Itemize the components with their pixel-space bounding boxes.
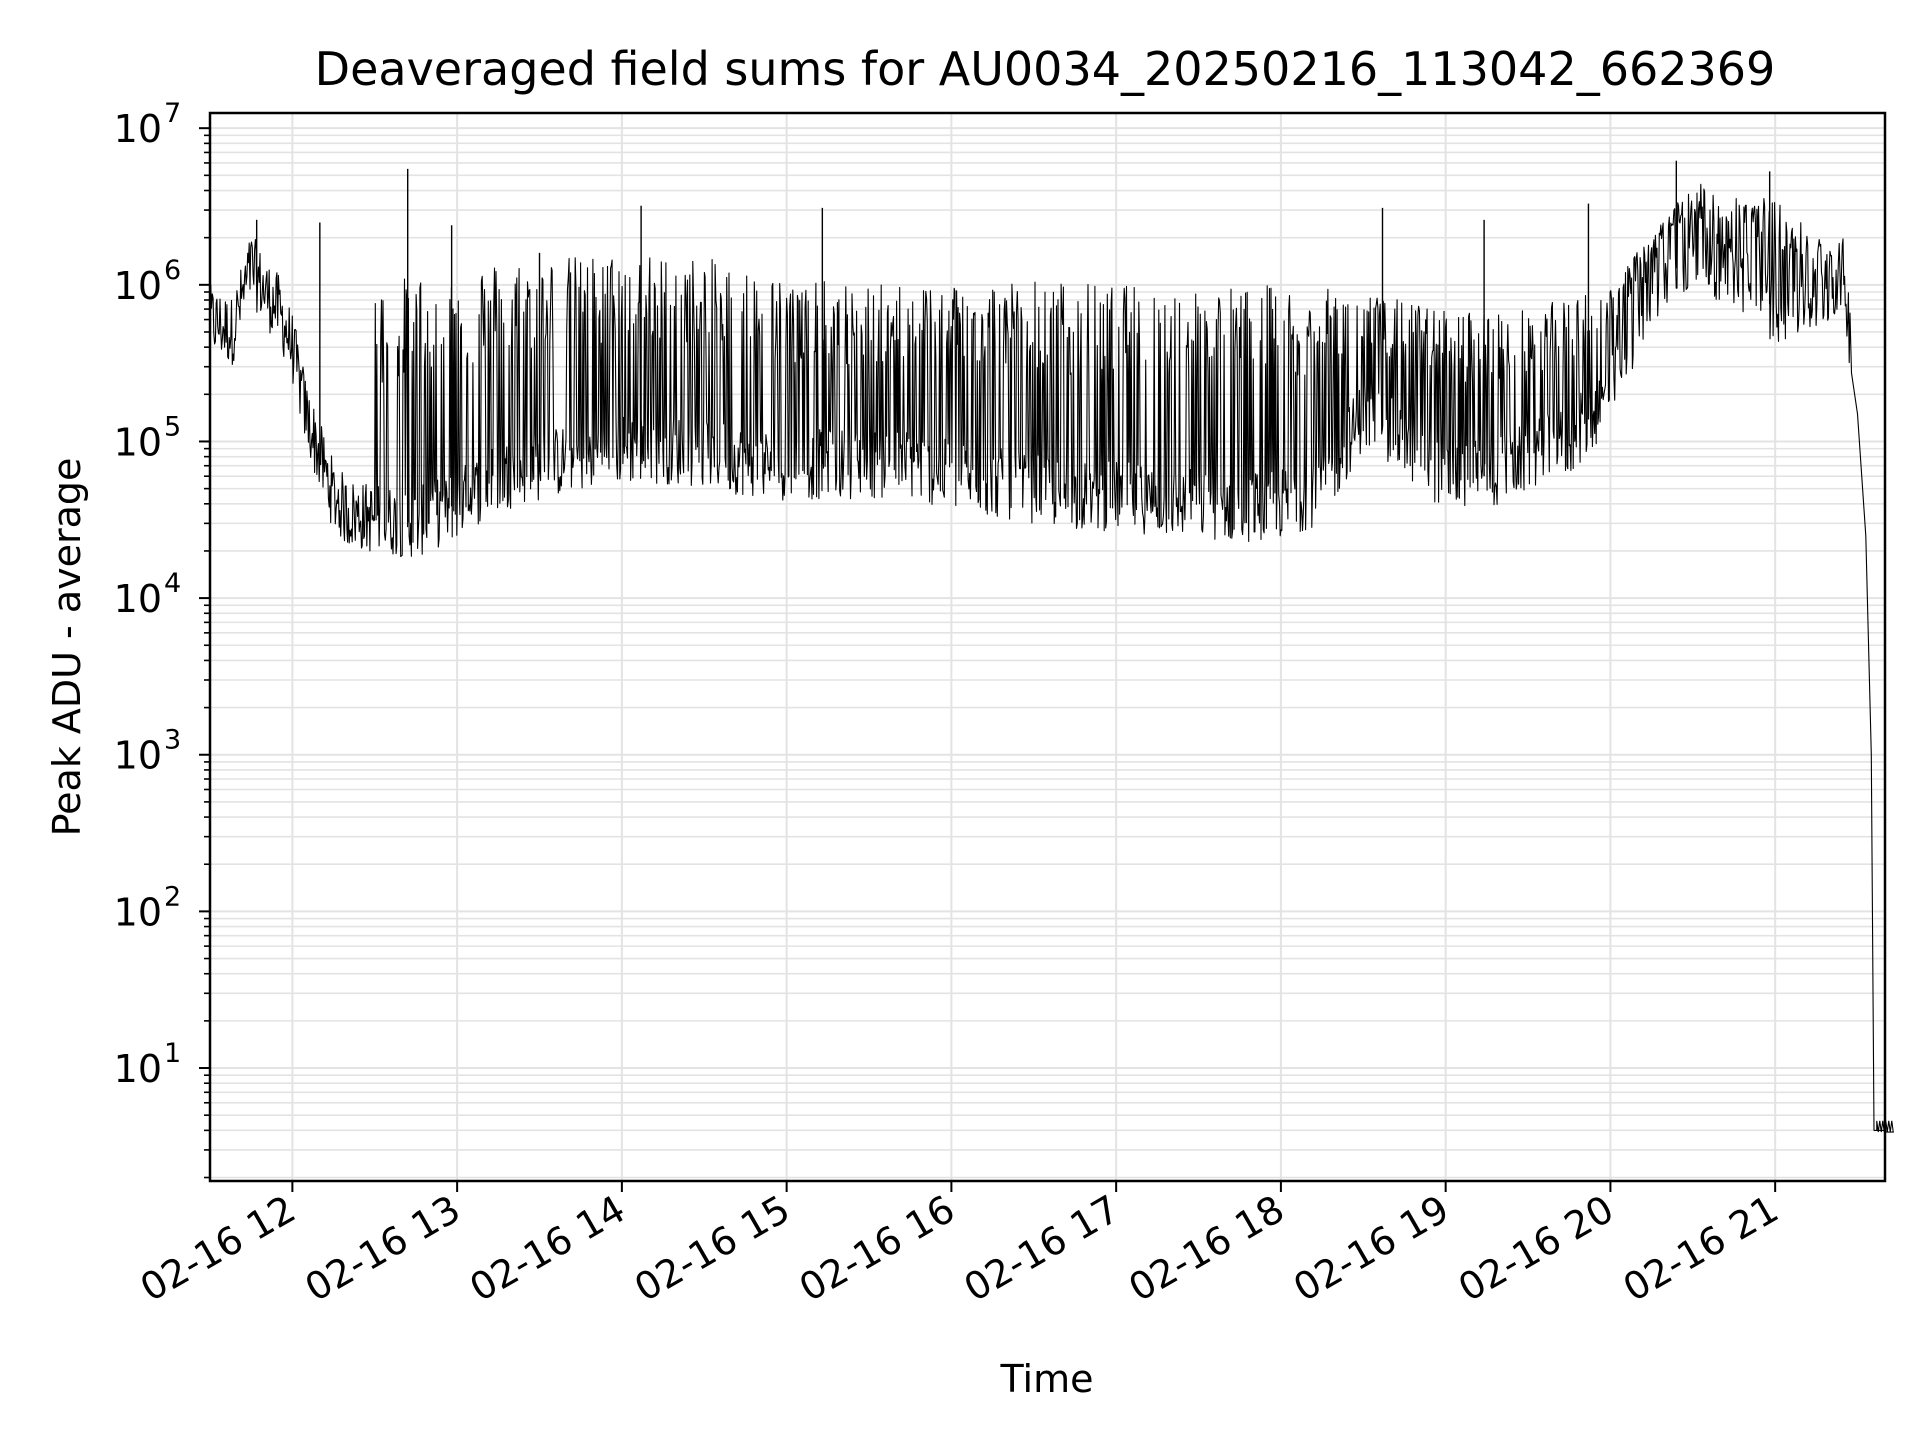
y-axis-label: Peak ADU - average [45, 458, 89, 837]
plot-frame [208, 111, 1887, 1183]
y-tick-label: 10 [114, 1047, 162, 1091]
x-tick-label: 02-16 20 [1451, 1187, 1621, 1311]
y-tick-exponent: 4 [164, 568, 181, 599]
x-tick-label: 02-16 21 [1616, 1187, 1786, 1311]
x-tick-label: 02-16 13 [298, 1187, 468, 1311]
y-tick-label: 10 [114, 734, 162, 778]
x-tick-label: 02-16 14 [462, 1187, 632, 1311]
y-tick-exponent: 3 [164, 725, 181, 756]
y-tick-label: 10 [114, 264, 162, 308]
x-tick-label: 02-16 16 [792, 1187, 962, 1311]
x-axis-label: Time [1000, 1357, 1094, 1401]
y-tick-exponent: 7 [164, 98, 181, 129]
x-tick-label: 02-16 15 [627, 1187, 797, 1311]
x-tick-label: 02-16 18 [1121, 1187, 1291, 1311]
y-tick-exponent: 2 [164, 881, 181, 912]
series-line [209, 183, 1885, 1131]
x-tick-label: 02-16 17 [957, 1187, 1127, 1311]
y-tick-exponent: 6 [164, 255, 181, 286]
chart-title: Deaveraged field sums for AU0034_2025021… [315, 42, 1776, 96]
y-tick-label: 10 [114, 420, 162, 464]
y-tick-exponent: 5 [164, 411, 181, 442]
series-layer [209, 160, 1894, 1133]
y-tick-label: 10 [114, 577, 162, 621]
x-tick-label: 02-16 12 [133, 1187, 303, 1311]
y-tick-exponent: 1 [164, 1038, 181, 1069]
x-tick-label: 02-16 19 [1286, 1187, 1456, 1311]
y-tick-label: 10 [114, 107, 162, 151]
y-tick-label: 10 [114, 890, 162, 934]
